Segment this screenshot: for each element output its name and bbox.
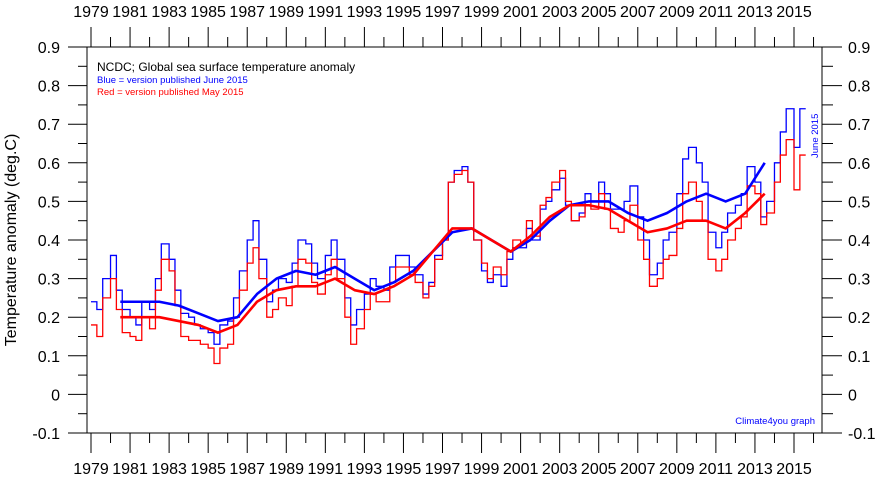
x-tick-label-bottom: 1995 [386, 461, 422, 478]
x-tick-label-top: 1989 [268, 4, 304, 21]
x-tick-label-bottom: 1979 [73, 461, 109, 478]
credit-label: Climate4you graph [735, 416, 815, 427]
y-tick-label-right: 0.2 [848, 310, 870, 327]
x-tick-label-top: 2011 [699, 4, 734, 21]
y-tick-label-right: 0.9 [848, 40, 870, 57]
x-tick-label-bottom: 2013 [737, 461, 773, 478]
x-tick-label-top: 2009 [659, 4, 695, 21]
x-tick-label-bottom: 2003 [542, 461, 578, 478]
x-tick-label-top: 1985 [190, 4, 226, 21]
y-tick-label-left: 0.7 [38, 117, 60, 134]
x-tick-label-top: 1987 [229, 4, 265, 21]
y-tick-label-left: 0.6 [38, 156, 60, 173]
x-tick-label-bottom: 1985 [190, 461, 226, 478]
x-tick-label-top: 1995 [386, 4, 422, 21]
x-tick-label-bottom: 1989 [268, 461, 304, 478]
x-tick-label-bottom: 2011 [699, 461, 734, 478]
y-tick-label-left: 0.8 [38, 79, 60, 96]
series-layer [91, 108, 806, 365]
monthly-series-line [91, 138, 806, 365]
x-tick-label-top: 1979 [73, 4, 109, 21]
y-tick-label-left: 0.2 [38, 310, 60, 327]
x-tick-label-bottom: 1987 [229, 461, 265, 478]
y-tick-label-right: 0.7 [848, 117, 870, 134]
y-tick-label-left: 0 [51, 387, 60, 404]
y-tick-label-left: 0.3 [38, 272, 60, 289]
june-2015-annotation: June 2015 [810, 114, 821, 158]
x-tick-label-top: 1981 [112, 4, 148, 21]
y-tick-label-right: 0 [848, 387, 857, 404]
axes-layer [68, 27, 842, 453]
x-tick-label-bottom: 2009 [659, 461, 695, 478]
legend-entry-blue: Blue = version published June 2015 [97, 75, 248, 86]
x-tick-label-top: 2015 [776, 4, 812, 21]
x-tick-label-bottom: 1993 [347, 461, 383, 478]
x-tick-label-bottom: 1981 [112, 461, 148, 478]
y-tick-label-right: 0.8 [848, 79, 870, 96]
y-axis-label: Temperature anomaly (deg.C) [3, 134, 20, 347]
x-tick-label-bottom: 1999 [464, 461, 500, 478]
y-tick-label-left: 0.5 [38, 194, 60, 211]
x-tick-label-top: 2001 [503, 4, 539, 21]
y-tick-label-left: 0.1 [38, 349, 60, 366]
y-tick-label-right: 0.6 [848, 156, 870, 173]
x-tick-label-top: 1991 [308, 4, 344, 21]
x-tick-label-top: 1983 [151, 4, 187, 21]
x-tick-label-bottom: 2015 [776, 461, 812, 478]
x-tick-label-bottom: 1991 [308, 461, 344, 478]
x-tick-label-bottom: 1983 [151, 461, 187, 478]
chart-title: NCDC; Global sea surface temperature ano… [97, 60, 355, 74]
y-tick-label-left: 0.9 [38, 40, 60, 57]
y-tick-label-right: -0.1 [848, 426, 876, 443]
labels-layer: 0.9 0.9 0.8 0.8 0.7 0.7 0.6 0.6 0.5 0.5 0.4 0.4 0.3 0… [32, 4, 875, 478]
y-tick-label-left: 0.4 [38, 233, 60, 250]
x-tick-label-bottom: 2001 [503, 461, 539, 478]
x-tick-label-top: 2007 [620, 4, 656, 21]
legend-entry-red: Red = version published May 2015 [97, 87, 244, 98]
x-tick-label-top: 1999 [464, 4, 500, 21]
x-tick-label-top: 2013 [737, 4, 773, 21]
x-tick-label-top: 2005 [581, 4, 617, 21]
x-tick-label-top: 1997 [425, 4, 461, 21]
running-average-line [120, 192, 766, 334]
y-tick-label-right: 0.1 [848, 349, 870, 366]
y-tick-label-left: -0.1 [32, 426, 60, 443]
x-tick-label-top: 2003 [542, 4, 578, 21]
y-tick-label-right: 0.5 [848, 194, 870, 211]
x-tick-label-bottom: 2005 [581, 461, 617, 478]
y-tick-label-right: 0.4 [848, 233, 870, 250]
x-tick-label-bottom: 1997 [425, 461, 461, 478]
x-tick-label-top: 1993 [347, 4, 383, 21]
x-tick-label-bottom: 2007 [620, 461, 656, 478]
y-tick-label-right: 0.3 [848, 272, 870, 289]
